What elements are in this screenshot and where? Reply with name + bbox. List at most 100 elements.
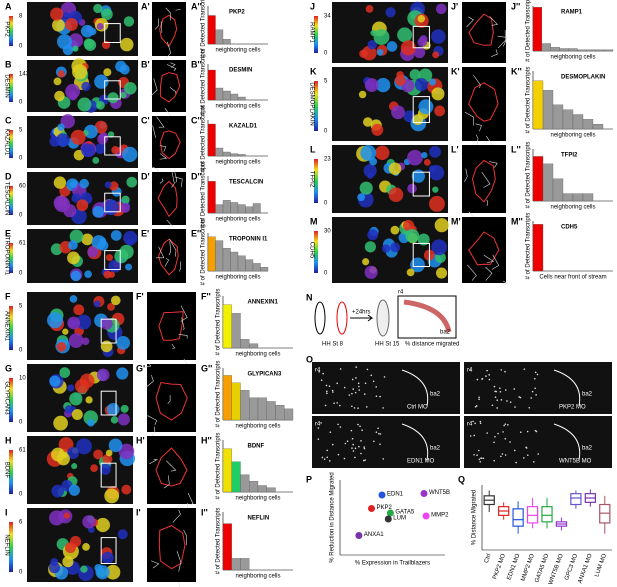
scale-min: 0 bbox=[19, 348, 23, 354]
gene-label: RAMP1 bbox=[308, 22, 314, 43]
gene-label: KAZALD1 bbox=[3, 129, 9, 156]
cell-outline bbox=[468, 82, 499, 122]
inset-box bbox=[104, 250, 121, 271]
x-axis-label: % Expression in Trailblazers bbox=[355, 561, 430, 567]
cell bbox=[352, 443, 354, 446]
tissue-cell bbox=[68, 33, 84, 48]
x-tick-label: PKP2 MO bbox=[492, 553, 507, 580]
x-axis-label: Cells near front of stream bbox=[539, 275, 606, 281]
cell bbox=[344, 442, 347, 445]
gene-label: DESMOPLAKIN bbox=[308, 82, 314, 125]
x-axis-label: neighboring cells bbox=[550, 133, 595, 139]
tissue-cell bbox=[111, 146, 120, 155]
mo-label: WNT5B MO bbox=[559, 459, 592, 465]
tissue-cell bbox=[381, 244, 391, 253]
cell bbox=[486, 369, 488, 372]
image-background bbox=[464, 416, 612, 468]
cell bbox=[503, 424, 505, 427]
cell bbox=[530, 397, 532, 399]
x-axis-label: neighboring cells bbox=[235, 352, 280, 358]
inset-box bbox=[100, 390, 117, 416]
tissue-cell bbox=[81, 143, 95, 158]
tissue-cell bbox=[431, 29, 446, 44]
tissue-cell bbox=[94, 143, 106, 155]
stream-outline bbox=[401, 423, 429, 461]
cell bbox=[359, 425, 361, 428]
color-scale bbox=[9, 378, 13, 422]
bar bbox=[231, 558, 241, 571]
cell-outline bbox=[166, 460, 177, 472]
tissue-cell bbox=[57, 123, 65, 131]
point bbox=[386, 509, 394, 517]
cell bbox=[379, 433, 382, 435]
box bbox=[570, 493, 582, 506]
cell bbox=[317, 438, 320, 440]
x-axis-label: neighboring cells bbox=[215, 104, 260, 110]
tissue-cell bbox=[360, 145, 377, 161]
bar bbox=[222, 39, 231, 45]
cell bbox=[513, 449, 516, 452]
tissue-cell bbox=[65, 17, 78, 31]
panel-letter: K'' bbox=[511, 66, 522, 76]
cell bbox=[493, 459, 495, 462]
bar bbox=[284, 408, 294, 421]
tissue-cell bbox=[107, 92, 119, 104]
cell bbox=[476, 454, 478, 457]
cell bbox=[469, 369, 472, 371]
panel-letter: C bbox=[5, 115, 12, 125]
cell-outline bbox=[491, 254, 500, 270]
cell bbox=[325, 384, 328, 387]
cell-outline bbox=[164, 258, 170, 267]
cell bbox=[513, 388, 516, 390]
cell bbox=[474, 405, 477, 408]
scale-min: 0 bbox=[19, 44, 23, 50]
panel-letter: I'' bbox=[201, 507, 208, 517]
r4: r4 bbox=[467, 368, 473, 374]
panel-letter: P bbox=[306, 474, 312, 484]
panel-letter: B'' bbox=[191, 59, 202, 69]
panel-letter: K bbox=[310, 66, 317, 76]
tissue-cell bbox=[429, 165, 436, 172]
bar bbox=[230, 153, 239, 157]
cell-outline bbox=[468, 13, 494, 46]
tissue-cell bbox=[99, 463, 111, 475]
scale-max: 5 bbox=[19, 304, 23, 310]
tissue-cell bbox=[126, 238, 135, 246]
cell-outline bbox=[155, 381, 188, 421]
tissue-cell bbox=[413, 46, 426, 59]
cell-outline bbox=[181, 317, 185, 330]
tissue-cell bbox=[359, 49, 368, 59]
cell-outline bbox=[467, 264, 477, 281]
tissue-cell bbox=[121, 195, 130, 205]
inset-box bbox=[100, 318, 117, 344]
tissue-cell bbox=[97, 133, 108, 145]
cell-outline bbox=[150, 560, 160, 569]
tissue-cell bbox=[410, 257, 425, 273]
tissue-cell bbox=[100, 340, 113, 353]
cell bbox=[523, 368, 526, 370]
cell bbox=[348, 394, 351, 396]
cell bbox=[472, 420, 474, 423]
tissue-cell bbox=[76, 314, 92, 330]
bar bbox=[222, 151, 231, 157]
bar bbox=[559, 48, 569, 52]
bar bbox=[207, 236, 216, 272]
panel-letter: A' bbox=[141, 1, 150, 11]
panel-letter: M bbox=[310, 216, 318, 226]
tissue-cell bbox=[54, 196, 71, 213]
inset-box bbox=[104, 23, 121, 43]
tissue-cell bbox=[397, 27, 413, 43]
tissue-cell bbox=[70, 270, 82, 282]
bar bbox=[252, 203, 261, 214]
tissue-cell bbox=[423, 158, 431, 166]
tissue-cell bbox=[55, 133, 70, 147]
tissue-cell bbox=[67, 446, 80, 459]
bar bbox=[230, 202, 239, 214]
cell bbox=[480, 457, 482, 460]
bar bbox=[245, 206, 254, 214]
cell bbox=[485, 375, 487, 377]
gene-label: CDH5 bbox=[308, 242, 314, 259]
tissue-cell bbox=[108, 438, 123, 453]
tissue-cell bbox=[373, 29, 390, 45]
tissue-cell bbox=[92, 156, 100, 164]
